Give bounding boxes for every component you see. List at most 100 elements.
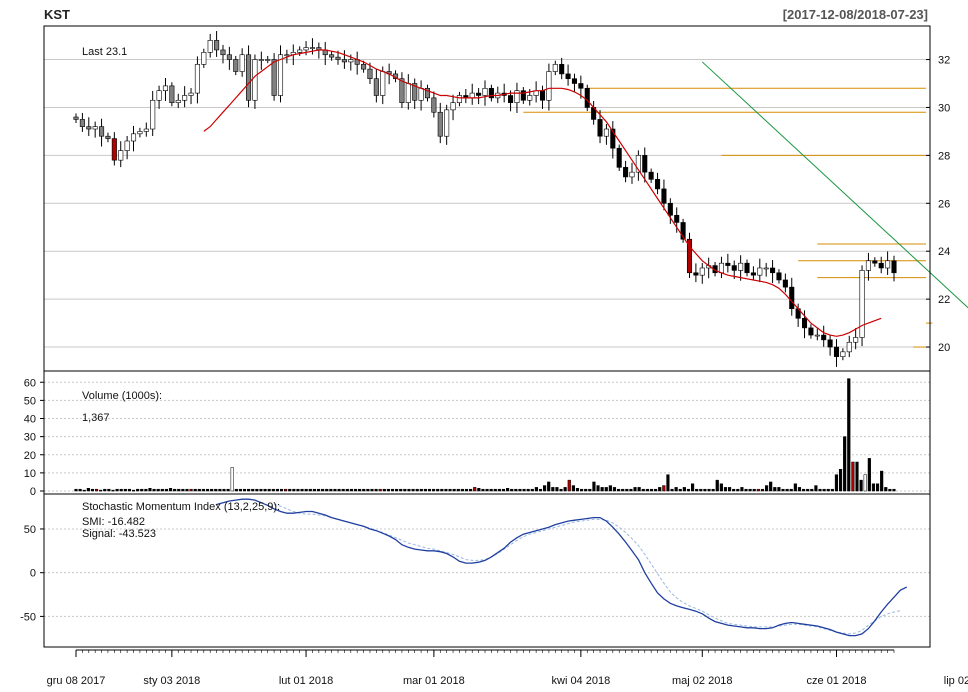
price-candle [718, 262, 724, 274]
panel-frames [43, 25, 931, 648]
price-candle [412, 83, 418, 101]
volume-bar [875, 483, 880, 492]
price-candle [674, 214, 680, 223]
volume-bar [543, 485, 547, 492]
price-candle [450, 102, 456, 111]
price-candle [476, 92, 482, 96]
volume-bar [452, 488, 456, 492]
price-candle [693, 272, 699, 276]
volume-bar [855, 461, 859, 492]
panels-border [43, 25, 931, 648]
volume-bar [115, 488, 119, 492]
volume-bar [793, 483, 797, 492]
x-tick-label: cze 01 2018 [807, 675, 867, 687]
volume-bar [107, 488, 111, 492]
price-candle [821, 334, 827, 341]
price-candle [750, 272, 756, 276]
price-candle [329, 54, 335, 58]
price-tick-label: 20 [938, 342, 950, 354]
volume-bar [867, 458, 871, 492]
price-candle [118, 150, 124, 161]
volume-bar [99, 489, 103, 492]
price-candle [559, 64, 565, 75]
price-candle [188, 92, 194, 96]
price-candle [488, 87, 494, 99]
signal-legend: Signal: -43.523 [82, 528, 156, 540]
volume-bar [748, 488, 752, 492]
price-candle [527, 95, 533, 101]
volume-bar [501, 488, 506, 492]
volume-bar [263, 488, 267, 492]
price-candle [373, 78, 379, 96]
volume-bar [678, 488, 682, 492]
price-candle [853, 337, 859, 343]
volume-bar [255, 488, 259, 492]
volume-bar [164, 488, 169, 492]
price-candle [246, 54, 252, 101]
volume-bar [148, 488, 152, 492]
price-tick-label: 22 [938, 294, 950, 306]
volume-bar [226, 488, 230, 492]
volume-tick-label: 30 [24, 432, 36, 444]
volume-bar [473, 487, 477, 492]
volume-bar [703, 488, 707, 492]
price-candle [667, 202, 673, 216]
smi-line [216, 498, 908, 637]
volume-bar [341, 488, 345, 492]
volume-bar [275, 488, 280, 492]
volume-bar [588, 488, 592, 492]
volume-bar [863, 474, 867, 492]
volume-tick-label: 20 [24, 450, 36, 462]
signal-line [273, 504, 901, 635]
volume-bar [801, 488, 806, 492]
volume-bar [884, 487, 888, 492]
volume-bar [123, 488, 127, 492]
volume-bar [637, 487, 641, 492]
volume-bar [74, 488, 78, 492]
price-candle [840, 351, 846, 357]
date-range: [2017-12-08/2018-07-23] [783, 7, 928, 22]
volume-bar [822, 488, 826, 492]
price-candle [865, 260, 871, 271]
volume-tick-label: 50 [24, 395, 36, 407]
price-candle [214, 40, 220, 51]
volume-bar [518, 488, 522, 492]
volume-grid [44, 381, 930, 492]
volume-bar [551, 487, 555, 492]
volume-bar [522, 488, 526, 492]
volume-bar [444, 488, 448, 492]
volume-bar [144, 488, 148, 492]
volume-bar [119, 488, 123, 492]
volume-bar [127, 488, 132, 492]
price-tick-label: 28 [938, 150, 950, 162]
volume-bar [189, 488, 193, 492]
volume-bar [806, 488, 810, 492]
volume-bar [567, 479, 571, 492]
volume-bar [641, 488, 645, 492]
price-candle [284, 54, 290, 57]
volume-bar [185, 488, 189, 492]
price-candle [341, 59, 347, 63]
volume-bar [752, 488, 756, 492]
volume-bar [284, 488, 288, 492]
price-candle [111, 138, 117, 161]
volume-bar [193, 488, 197, 492]
trend-line [701, 61, 968, 309]
volume-bar [880, 470, 884, 492]
price-candle [872, 260, 878, 264]
volume-tick-label: 0 [30, 486, 36, 498]
volume-bar [736, 488, 740, 492]
price-candle [456, 95, 462, 103]
volume-bar [378, 488, 382, 492]
price-candle [309, 47, 315, 49]
price-candle [130, 133, 137, 142]
volume-bar [201, 488, 206, 492]
volume-bar [423, 488, 427, 492]
volume-tick-label: 40 [24, 414, 36, 426]
volume-bar [834, 474, 839, 492]
price-candle [801, 317, 808, 329]
volume-bars [74, 378, 896, 492]
volume-bar [621, 488, 625, 492]
volume-bar [415, 488, 419, 492]
volume-bar [460, 488, 464, 492]
